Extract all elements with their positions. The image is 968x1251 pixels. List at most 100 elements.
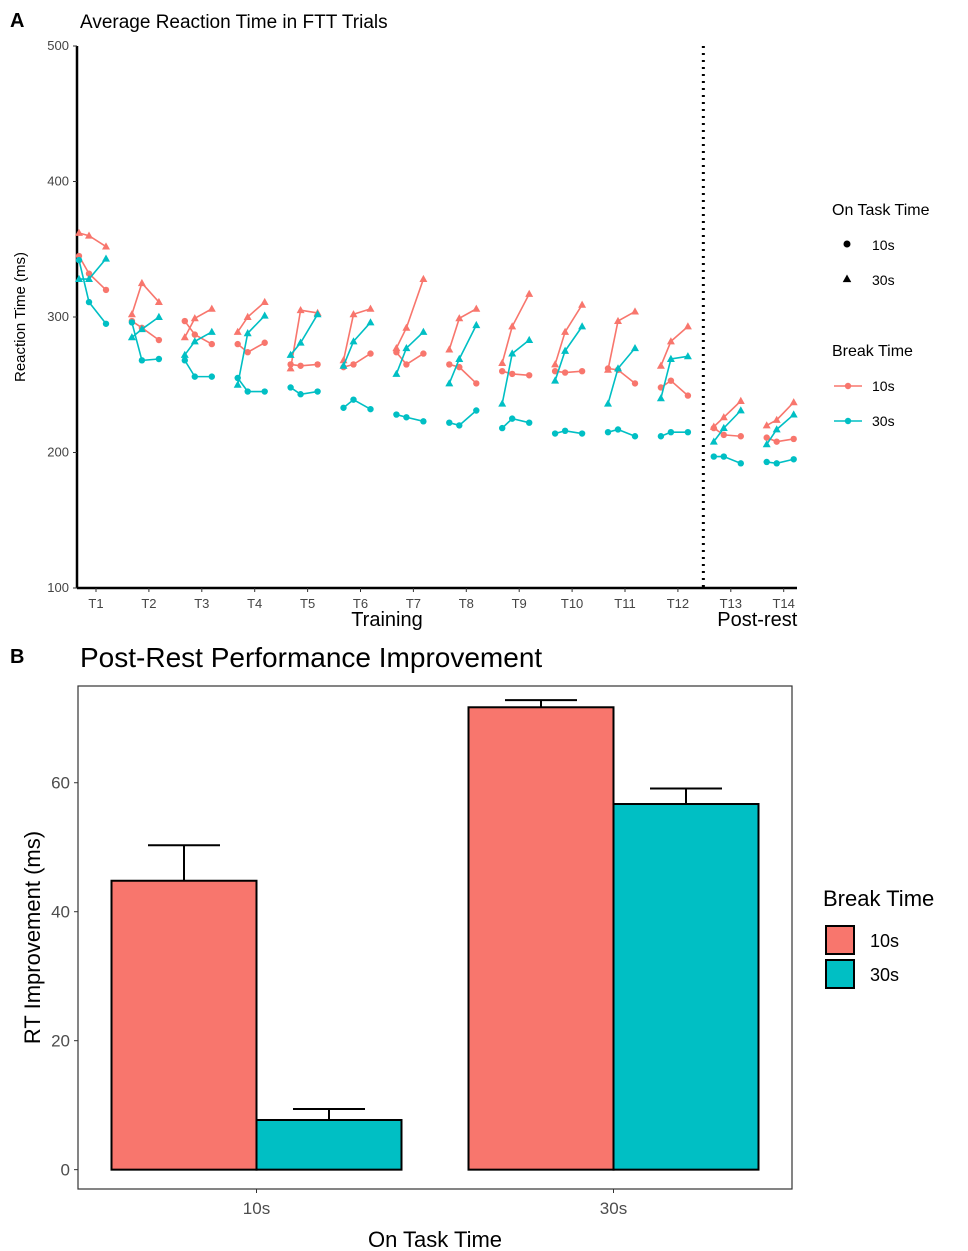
- data-point-triangle: [789, 398, 798, 406]
- data-point-circle: [393, 411, 400, 418]
- x-tick-label: T5: [300, 596, 315, 611]
- panel-a-title: Average Reaction Time in FTT Trials: [80, 12, 388, 33]
- data-point-circle: [350, 361, 357, 368]
- data-point-triangle: [207, 327, 216, 335]
- data-point-triangle: [551, 376, 560, 384]
- data-point-circle: [155, 336, 163, 344]
- bar: [110, 879, 258, 1171]
- data-point-triangle: [656, 394, 665, 402]
- y-axis-label: Reaction Time (ms): [12, 252, 29, 382]
- series-line-segment: [766, 401, 795, 427]
- data-point-triangle: [243, 329, 252, 337]
- series-line-segment: [501, 417, 530, 429]
- legend-shape-label: 10s: [872, 237, 895, 253]
- series-line-segment: [237, 342, 266, 354]
- data-point-circle: [102, 320, 110, 327]
- series-line-segment: [396, 413, 424, 423]
- data-point-triangle: [392, 343, 401, 352]
- data-point-triangle: [719, 423, 728, 432]
- legend-shape-label: 30s: [872, 272, 895, 288]
- data-point-triangle: [296, 306, 305, 314]
- data-point-circle: [790, 435, 797, 443]
- y-tick-label: 500: [47, 38, 69, 53]
- data-point-circle: [75, 256, 83, 264]
- legend-triangle-key: [842, 274, 852, 283]
- data-point-triangle: [137, 278, 146, 287]
- legend-shape-title: On Task Time: [832, 202, 930, 219]
- data-point-triangle: [772, 425, 781, 433]
- data-point-triangle: [102, 254, 110, 262]
- data-point-triangle: [789, 410, 798, 418]
- data-point-triangle: [561, 346, 570, 354]
- y-tick-label: 300: [47, 309, 69, 324]
- data-point-circle: [509, 370, 516, 378]
- series-line-segment: [131, 322, 159, 362]
- data-point-triangle: [604, 365, 612, 373]
- data-point-circle: [773, 460, 780, 467]
- data-point-circle: [261, 388, 268, 395]
- data-point-circle: [551, 368, 559, 375]
- data-point-circle: [446, 361, 453, 368]
- series-line-segment: [184, 331, 213, 356]
- x-tick-label: T14: [772, 596, 794, 611]
- data-point-circle: [403, 414, 410, 421]
- series-line-segment: [237, 301, 266, 333]
- series-line-segment: [78, 255, 107, 291]
- series-line-segment: [184, 308, 213, 338]
- series-ontask-10s-break-30s: [75, 256, 797, 467]
- legend-swatch: [825, 959, 855, 989]
- data-point-triangle: [313, 310, 322, 318]
- data-point-triangle: [349, 310, 358, 318]
- data-point-triangle: [498, 399, 507, 407]
- data-point-circle: [261, 339, 268, 346]
- data-point-triangle: [604, 399, 612, 407]
- section-label: Post-rest: [717, 609, 797, 631]
- series-line-segment: [607, 428, 636, 437]
- series-line-segment: [184, 320, 213, 345]
- data-point-triangle: [472, 320, 481, 329]
- legend-title: Break Time: [823, 886, 934, 911]
- series-line-segment: [713, 409, 742, 443]
- data-point-circle: [631, 433, 639, 440]
- series-line-segment: [660, 431, 688, 437]
- series-line-segment: [237, 377, 265, 393]
- data-point-triangle: [762, 421, 771, 429]
- data-point-triangle: [455, 314, 464, 322]
- series-line-segment: [448, 308, 477, 350]
- data-point-circle: [578, 430, 586, 437]
- x-axis-label: On Task Time: [368, 1227, 502, 1251]
- y-tick-label: 100: [47, 580, 69, 595]
- data-point-triangle: [339, 361, 348, 369]
- data-point-triangle: [736, 396, 745, 404]
- data-point-circle: [138, 357, 146, 364]
- series-line-segment: [290, 386, 318, 396]
- data-point-triangle: [85, 274, 93, 282]
- series-line-segment: [131, 316, 160, 338]
- data-point-circle: [446, 419, 453, 426]
- data-point-circle: [244, 388, 251, 395]
- data-point-circle: [420, 418, 427, 425]
- data-point-circle: [614, 426, 622, 433]
- x-tick-label: T13: [720, 596, 742, 611]
- data-point-circle: [667, 428, 675, 436]
- data-point-circle: [181, 317, 188, 325]
- legend-circle-key: [843, 240, 851, 248]
- data-point-circle: [287, 384, 294, 391]
- series-ontask-30s-break-10s: [75, 228, 798, 430]
- series-line-segment: [660, 325, 689, 367]
- series-ontask-30s-break-30s: [75, 254, 798, 448]
- series-line-segment: [395, 278, 425, 349]
- series-ontask-10s-break-10s: [75, 252, 797, 445]
- data-point-triangle: [286, 364, 295, 372]
- data-point-triangle: [127, 333, 136, 341]
- data-point-circle: [561, 427, 569, 435]
- data-point-circle: [509, 415, 516, 422]
- data-point-triangle: [656, 361, 665, 369]
- data-point-circle: [473, 407, 480, 414]
- x-tick-label: 30s: [600, 1199, 627, 1218]
- data-point-triangle: [180, 350, 189, 358]
- series-line-segment: [184, 359, 212, 378]
- data-point-triangle: [180, 333, 189, 341]
- data-point-triangle: [154, 297, 163, 306]
